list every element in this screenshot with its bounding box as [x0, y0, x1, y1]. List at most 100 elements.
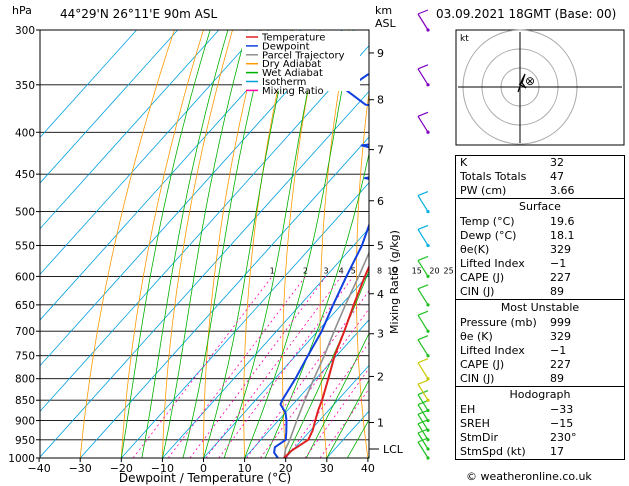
index-value: 3.66 — [550, 184, 575, 197]
index-row: Totals Totals 47 — [456, 170, 624, 184]
index-row: CAPE (J) 227 — [456, 271, 624, 285]
mixing-ratio-label: 2 — [303, 266, 308, 275]
wet-adiabat — [182, 30, 269, 458]
wind-barb-base — [426, 398, 430, 402]
dewpoint-line — [273, 73, 369, 458]
most-unstable-header: Most Unstable — [456, 299, 624, 316]
index-label: StmSpd (kt) — [460, 445, 526, 458]
parcel-trajectory-line — [283, 250, 369, 458]
isotherm — [121, 182, 369, 458]
wind-barb — [417, 195, 429, 212]
pressure-label-650: 650 — [15, 300, 35, 312]
surface-header: Surface — [456, 198, 624, 215]
index-value: −15 — [550, 417, 574, 430]
wind-barb-flag — [417, 191, 429, 197]
wind-barb — [417, 314, 429, 332]
indices-panel: K 32 Totals Totals 47 PW (cm) 3.66 Surface Te… — [455, 155, 625, 460]
wet-adiabat — [285, 269, 369, 458]
index-value: 999 — [550, 316, 571, 329]
km-label: 3 — [377, 328, 384, 341]
wind-barb-base — [426, 130, 430, 134]
index-label: Dewp (°C) — [460, 229, 517, 242]
index-value: 89 — [550, 372, 564, 385]
wind-barb-base — [426, 274, 430, 279]
x-tick-label: −10 — [151, 462, 174, 475]
index-row: CAPE (J) 227 — [456, 358, 624, 372]
isotherm — [40, 30, 261, 275]
index-row: Pressure (mb) 999 — [456, 316, 624, 330]
temperature-line — [283, 264, 369, 458]
index-value: 18.1 — [550, 229, 575, 242]
legend-item: Wet Adiabat — [262, 68, 323, 79]
pressure-label-950: 950 — [15, 435, 35, 447]
index-label: PW (cm) — [460, 184, 507, 197]
wind-barb — [417, 383, 429, 401]
isotherm — [40, 30, 137, 138]
isotherm — [40, 30, 220, 230]
wind-barb — [417, 413, 429, 431]
pressure-label-900: 900 — [15, 416, 35, 428]
km-label: 5 — [377, 239, 384, 252]
km-label: 8 — [377, 94, 384, 107]
index-value: 17 — [550, 445, 564, 458]
diagram-grid — [40, 30, 369, 458]
pressure-label-400: 400 — [15, 127, 35, 139]
wet-adiabat — [326, 379, 369, 458]
index-value: 227 — [550, 358, 571, 371]
wind-barb — [417, 441, 429, 459]
index-row: CIN (J) 89 — [456, 372, 624, 386]
wind-barb-base — [426, 354, 430, 358]
mixing-ratio-label: 10 — [387, 266, 397, 275]
wind-barb — [417, 394, 429, 411]
wind-barb — [417, 339, 429, 357]
index-label: θe(K) — [460, 243, 490, 256]
index-row: θe(K) 329 — [456, 243, 624, 257]
plot-frame — [39, 29, 370, 459]
wind-barb-flag — [417, 379, 429, 385]
x-tick-label: −20 — [110, 462, 133, 475]
index-value: 47 — [550, 170, 564, 183]
isotherm — [40, 30, 178, 184]
legend-item: Parcel Trajectory — [262, 50, 345, 61]
wind-barb — [417, 404, 429, 421]
x-tick-label: 10 — [238, 462, 252, 475]
wind-barb-flag — [417, 284, 429, 290]
x-axis-title: Dewpoint / Temperature (°C) — [119, 471, 291, 485]
km-label: km — [375, 4, 392, 17]
index-label: Lifted Index — [460, 257, 525, 270]
index-row: Dewp (°C) 18.1 — [456, 229, 624, 243]
wind-barbs — [417, 9, 430, 460]
index-row: Lifted Index −1 — [456, 344, 624, 358]
index-label: CIN (J) — [460, 372, 495, 385]
dry-adiabat — [243, 30, 292, 458]
mixing-ratio-label: 25 — [444, 266, 454, 275]
wet-adiabat — [244, 30, 354, 458]
wind-barb-base — [426, 329, 430, 333]
index-row: CIN (J) 89 — [456, 285, 624, 299]
hodograph: kt ⊗ — [455, 29, 625, 146]
pressure-label-600: 600 — [15, 271, 35, 283]
wind-barb — [417, 13, 429, 31]
isotherm — [40, 30, 302, 321]
wet-adiabat — [305, 332, 369, 458]
index-row: EH −33 — [456, 403, 624, 417]
wind-barb-flag — [417, 224, 429, 231]
km-label: 7 — [377, 144, 384, 157]
legend-item: Isotherm — [262, 77, 306, 88]
copyright-footer: © weatheronline.co.uk — [466, 470, 592, 483]
wind-barb-base — [426, 438, 430, 442]
pressure-label-550: 550 — [15, 240, 35, 252]
wind-barb-base — [426, 83, 430, 87]
dry-adiabat — [203, 30, 263, 458]
wind-barb — [417, 229, 429, 246]
wind-barb-flag — [417, 64, 429, 70]
wind-barb — [417, 288, 429, 306]
isotherm — [79, 136, 369, 458]
wind-barb-base — [426, 28, 430, 32]
dry-adiabat — [120, 30, 204, 458]
wet-adiabat — [141, 30, 229, 458]
hodograph-trace — [517, 73, 527, 93]
index-row: PW (cm) 3.66 — [456, 184, 624, 198]
location-title: 44°29'N 26°11'E 90m ASL — [60, 7, 217, 21]
